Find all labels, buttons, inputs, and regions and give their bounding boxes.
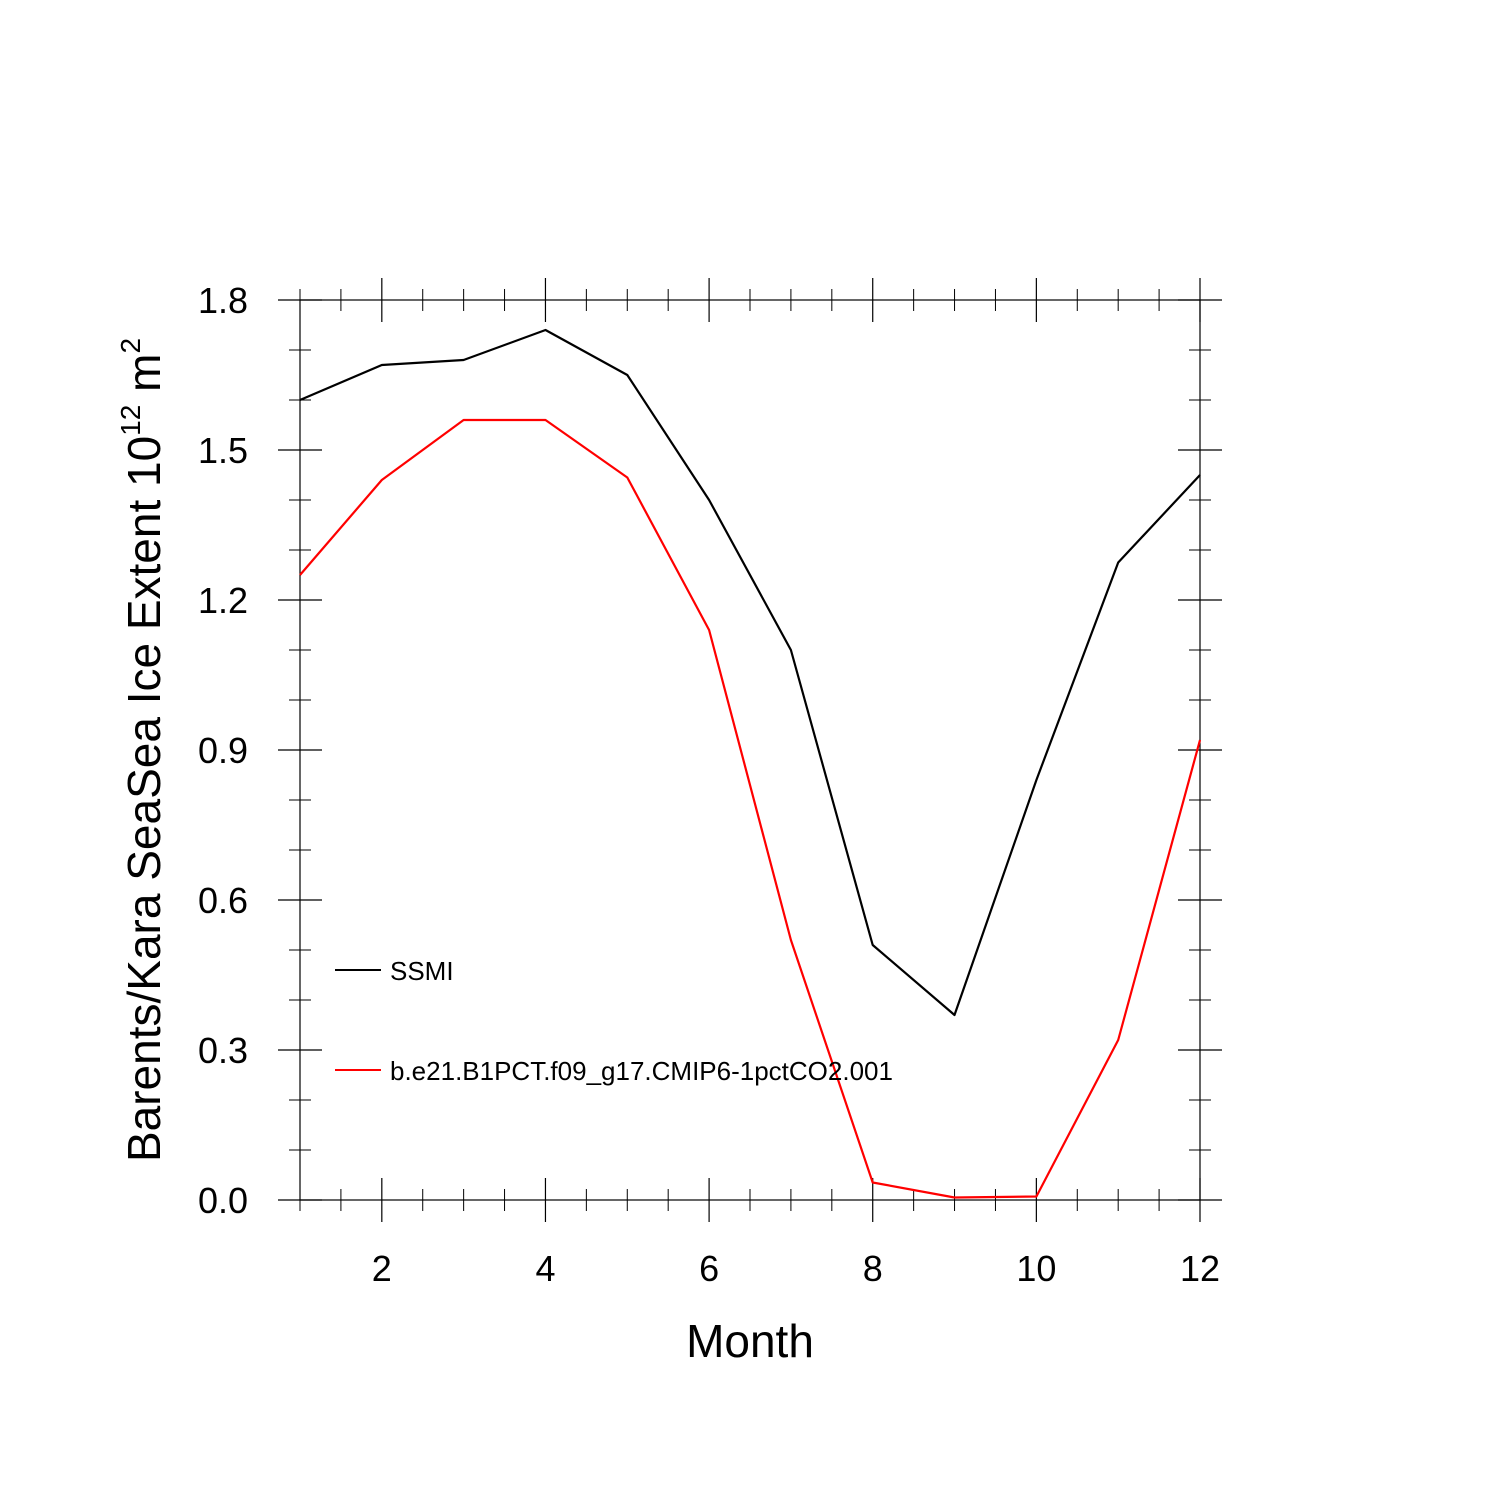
x-tick-label: 6 [699,1248,719,1289]
y-tick-label: 1.5 [198,430,248,471]
legend-label-model: b.e21.B1PCT.f09_g17.CMIP6-1pctCO2.001 [390,1056,893,1086]
tick-labels: 2 4 6 8 10 12 0.0 0.3 0.6 0.9 1.2 1.5 1.8 [198,280,1220,1289]
x-axis-title: Month [686,1315,814,1367]
x-tick-label: 10 [1016,1248,1056,1289]
y-tick-label: 0.0 [198,1180,248,1221]
series-line-model [299,418,1202,1199]
y-axis-title-unit-exponent: 2 [115,338,146,354]
y-axis-title-unit: m [118,354,170,405]
x-tick-label: 2 [372,1248,392,1289]
x-tick-label: 4 [535,1248,555,1289]
y-tick-label: 0.3 [198,1030,248,1071]
y-tick-label: 0.6 [198,880,248,921]
axis-ticks [278,278,1222,1222]
legend: SSMI b.e21.B1PCT.f09_g17.CMIP6-1pctCO2.0… [335,956,893,1086]
data-series [299,328,1202,1199]
x-tick-label: 12 [1180,1248,1220,1289]
y-tick-label: 1.2 [198,580,248,621]
y-tick-label: 1.8 [198,280,248,321]
x-tick-label: 8 [863,1248,883,1289]
legend-label-ssmi: SSMI [390,956,454,986]
y-tick-label: 0.9 [198,730,248,771]
y-axis-title: Barents/Kara SeaSea Ice Extent 1012 m2 [115,338,170,1162]
series-line-ssmi [299,328,1201,1017]
y-axis-title-exponent: 12 [115,405,146,436]
